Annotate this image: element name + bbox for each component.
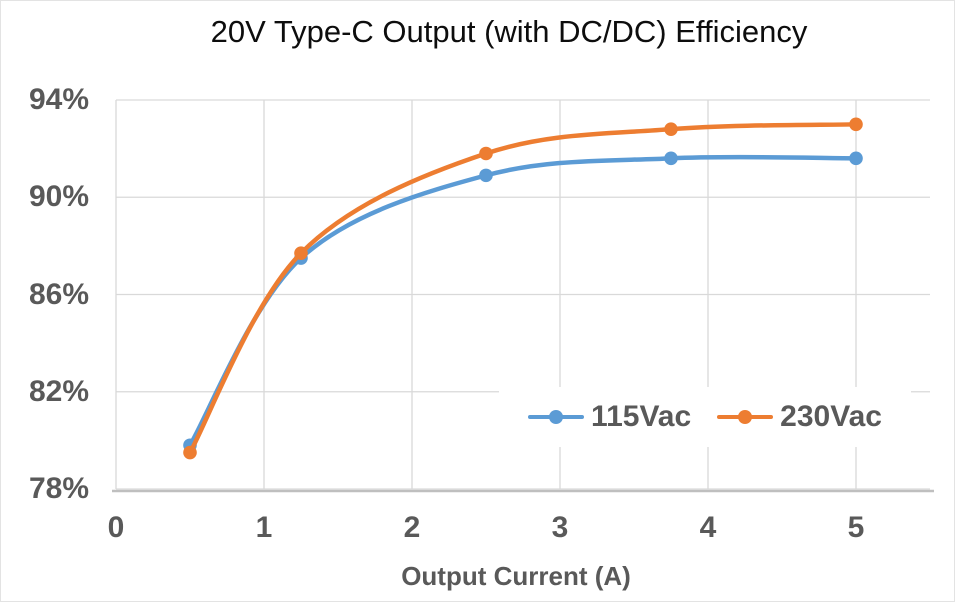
x-tick-label: 4 — [699, 511, 717, 544]
data-point-230vac-3 — [664, 122, 678, 136]
data-point-115vac-3 — [664, 151, 678, 166]
legend-item-115vac: 115Vac — [528, 402, 691, 432]
legend: 115Vac 230Vac — [499, 387, 911, 447]
y-tick-label: 78% — [28, 472, 89, 505]
legend-dot-icon — [549, 410, 564, 424]
y-tick-label: 82% — [28, 374, 89, 408]
x-tick-label: 2 — [403, 511, 421, 544]
legend-marker-230vac — [717, 410, 774, 424]
data-point-230vac-4 — [849, 117, 863, 132]
x-tick-label: 5 — [847, 511, 865, 544]
data-point-230vac-0 — [183, 445, 197, 460]
data-point-230vac-2 — [479, 146, 493, 161]
legend-marker-115vac — [528, 410, 585, 424]
data-point-115vac-2 — [479, 168, 493, 183]
x-axis-title: Output Current (A) — [401, 561, 631, 591]
legend-dot-icon — [738, 410, 753, 424]
data-point-230vac-1 — [294, 246, 308, 260]
data-point-115vac-4 — [849, 151, 863, 166]
legend-label-115vac: 115Vac — [591, 400, 692, 433]
legend-item-230vac: 230Vac — [717, 402, 882, 432]
x-tick-label: 3 — [551, 511, 569, 544]
legend-label-230vac: 230Vac — [780, 400, 882, 433]
y-tick-label: 86% — [28, 277, 89, 311]
y-tick-label: 94% — [28, 83, 89, 116]
chart-title: 20V Type-C Output (with DC/DC) Efficienc… — [210, 14, 808, 49]
x-tick-label: 0 — [107, 511, 125, 544]
x-tick-label: 1 — [255, 511, 273, 544]
y-tick-label: 90% — [28, 180, 89, 214]
